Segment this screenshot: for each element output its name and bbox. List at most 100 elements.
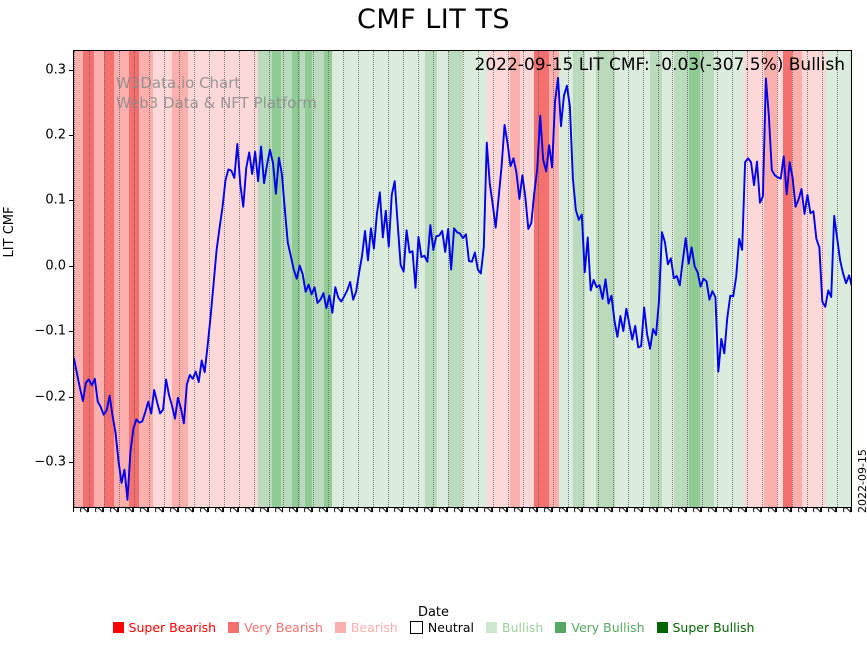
band-light-bullish [558, 51, 573, 507]
watermark-line-2: Web3 Data & NFT Platform [116, 94, 317, 112]
gridline [642, 51, 644, 507]
watermark-line-1: W3Data.io Chart [116, 74, 241, 92]
gridline [567, 51, 569, 507]
gridline [433, 51, 435, 507]
x-tick-mark [73, 508, 74, 512]
band-light-bearish [187, 51, 258, 507]
gridline [178, 51, 180, 507]
x-tick-mark [476, 508, 478, 512]
band-bullish [447, 51, 464, 507]
x-tick-mark [207, 508, 209, 512]
band-bearish [510, 51, 521, 507]
band-bullish [312, 51, 325, 507]
x-tick-mark [536, 508, 538, 512]
band-bullish [673, 51, 690, 507]
y-tick-mark [69, 69, 73, 71]
legend-item[interactable]: Super Bearish [112, 620, 217, 635]
gridline [672, 51, 674, 507]
gridline [403, 51, 405, 507]
x-tick-mark [791, 508, 793, 512]
gridline [283, 51, 285, 507]
x-tick-mark [432, 508, 434, 512]
x-tick-mark [147, 508, 149, 512]
legend-item[interactable]: Very Bullish [555, 620, 645, 635]
band-very-bearish [782, 51, 793, 507]
gridline [522, 51, 524, 507]
gridline [388, 51, 390, 507]
gridline [253, 51, 255, 507]
x-tick-mark [806, 508, 808, 512]
x-tick-mark [357, 508, 359, 512]
x-tick-mark [267, 508, 269, 512]
legend-label: Super Bearish [128, 620, 217, 635]
gridline [343, 51, 345, 507]
gridline [373, 51, 375, 507]
band-bearish [764, 51, 777, 507]
x-tick-mark [252, 508, 254, 512]
y-tick-label: −0.1 [34, 323, 66, 339]
x-tick-mark [611, 508, 613, 512]
x-tick-mark [701, 508, 703, 512]
gridline [74, 51, 75, 507]
band-bearish [139, 51, 154, 507]
x-tick-mark [387, 508, 389, 512]
band-light-bullish [463, 51, 487, 507]
legend-item[interactable]: Bullish [486, 620, 543, 635]
band-bullish [572, 51, 585, 507]
legend: Super Bearish Very Bearish Bearish Neutral B… [0, 620, 867, 635]
legend-label: Very Bullish [571, 620, 645, 635]
y-tick-mark [69, 462, 73, 464]
y-tick-label: −0.3 [34, 454, 66, 470]
x-tick-mark [521, 508, 523, 512]
band-bullish [700, 51, 715, 507]
gridline [208, 51, 210, 507]
gridline [313, 51, 315, 507]
band-bearish [74, 51, 84, 507]
y-tick-label: −0.2 [34, 389, 66, 405]
plot-area[interactable]: W3Data.io Chart Web3 Data & NFT Platform… [73, 50, 852, 508]
legend-swatch [555, 622, 567, 633]
band-light-bullish [437, 51, 448, 507]
gridline [657, 51, 659, 507]
y-axis-label: LIT CMF [2, 206, 17, 258]
legend-label: Neutral [427, 620, 474, 635]
gridline [163, 51, 165, 507]
legend-item[interactable]: Very Bearish [228, 620, 323, 635]
gridline [837, 51, 839, 507]
legend-label: Very Bearish [244, 620, 323, 635]
x-tick-mark [282, 508, 284, 512]
x-tick-mark [506, 508, 508, 512]
gridline [193, 51, 195, 507]
band-very-bullish [305, 51, 313, 507]
legend-item[interactable]: Bearish [334, 620, 398, 635]
x-tick-mark [177, 508, 179, 512]
gridline [687, 51, 689, 507]
gridline [133, 51, 135, 507]
x-tick-mark [132, 508, 134, 512]
x-tick-mark [851, 508, 852, 512]
x-tick-mark [671, 508, 673, 512]
watermark: W3Data.io Chart Web3 Data & NFT Platform [116, 73, 317, 113]
x-tick-mark [596, 508, 598, 512]
x-tick-mark [746, 508, 748, 512]
gridline [418, 51, 420, 507]
band-light-bearish [153, 51, 173, 507]
band-bearish [792, 51, 802, 507]
legend-item[interactable]: Super Bullish [656, 620, 754, 635]
gridline [537, 51, 539, 507]
legend-item[interactable]: Neutral [409, 620, 474, 635]
band-light-bearish [486, 51, 511, 507]
x-tick-mark [162, 508, 164, 512]
band-very-bullish [689, 51, 701, 507]
gridline [448, 51, 450, 507]
gridline [762, 51, 764, 507]
x-tick-mark [327, 508, 329, 512]
gridline [492, 51, 494, 507]
legend-swatch [409, 621, 423, 634]
y-tick-mark [69, 135, 73, 137]
legend-label: Bullish [502, 620, 544, 635]
gridline [807, 51, 809, 507]
x-tick-mark [297, 508, 299, 512]
x-tick-mark [117, 508, 119, 512]
x-tick-mark [551, 508, 553, 512]
